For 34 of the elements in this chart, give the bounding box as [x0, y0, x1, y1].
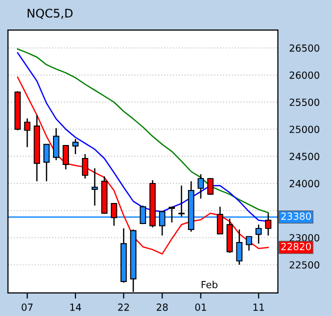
y-tick-label: 25000 [290, 126, 320, 134]
candlestick [168, 206, 175, 224]
candlestick [43, 144, 50, 182]
x-tick-label: 28 [156, 304, 168, 311]
y-tick-label: 25500 [290, 98, 320, 106]
x-tick-label: 22 [118, 304, 129, 311]
candlestick [82, 154, 88, 180]
chart-title: NQC5,D [28, 8, 73, 19]
y-tick-label: 22500 [290, 261, 320, 269]
ref-line-label: 23380 [281, 212, 311, 220]
x-tick-label: 11 [253, 304, 264, 311]
line-series [16, 76, 269, 255]
candlestick [110, 202, 118, 226]
candlestick [198, 174, 204, 200]
y-tick-label: 26500 [290, 44, 320, 52]
candlestick [62, 144, 69, 170]
candlestick [216, 206, 224, 234]
x-tick-label: 01 [195, 304, 206, 311]
candlestick [92, 168, 98, 206]
candlestick [72, 138, 79, 155]
candlestick [236, 228, 242, 266]
candlestick [246, 236, 252, 252]
candlestick [255, 224, 262, 244]
y-tick-label: 24000 [290, 180, 320, 188]
annotation: 22820 [281, 242, 311, 250]
y-tick-label: 24500 [290, 152, 320, 160]
annotation: Feb [202, 280, 218, 288]
y-tick-label: 26000 [290, 71, 320, 79]
candlestick [265, 212, 272, 236]
candlestick [53, 128, 60, 161]
x-tick-label: 14 [70, 304, 82, 311]
x-tick-label: 07 [22, 304, 33, 311]
candlestick [24, 118, 30, 148]
candlestick [207, 177, 214, 196]
